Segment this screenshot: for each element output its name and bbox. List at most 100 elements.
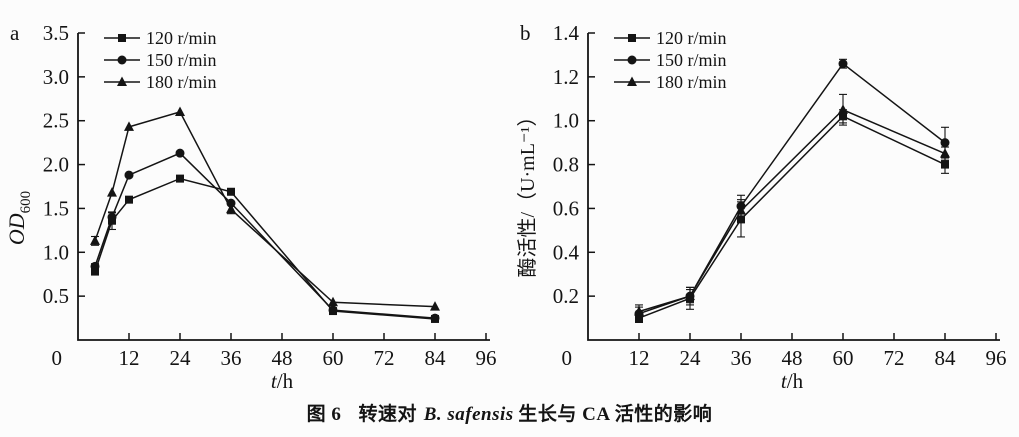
ticks — [78, 32, 487, 340]
series-150-r-min — [634, 58, 950, 321]
ticks — [588, 32, 997, 340]
marker-triangle — [107, 187, 117, 197]
marker-square — [118, 34, 126, 42]
series-120-r-min — [91, 174, 439, 323]
x-tick-label: 72 — [884, 346, 905, 370]
legend-item: 120 r/min — [614, 28, 727, 48]
y-tick-label: 0.8 — [553, 153, 579, 177]
axes — [77, 33, 490, 341]
marker-triangle — [940, 148, 950, 158]
legend-label: 150 r/min — [656, 50, 727, 70]
y-tick-label: 3.0 — [43, 65, 69, 89]
figure-caption: 图 6 转速对 B. safensis 生长与 CA 活性的影响 — [0, 399, 1019, 426]
y-tick-label: 0.5 — [43, 284, 69, 308]
x-tick-label: 72 — [374, 346, 395, 370]
marker-triangle — [328, 296, 338, 307]
x-tick-label: 36 — [731, 346, 752, 370]
x-tick-label: 84 — [935, 346, 957, 370]
axis-lines — [587, 33, 1000, 341]
marker-square — [941, 160, 949, 169]
marker-square — [176, 174, 184, 183]
legend-label: 180 r/min — [146, 72, 217, 92]
series-180-r-min — [90, 106, 440, 311]
marker-circle — [838, 59, 848, 69]
series-150-r-min — [90, 148, 440, 323]
marker-triangle — [838, 104, 848, 114]
caption-text-pre: 转速对 — [358, 404, 418, 425]
axes — [587, 33, 1000, 341]
series-180-r-min — [634, 93, 950, 319]
x-axis-label: t/h — [781, 369, 804, 393]
marker-triangle — [124, 121, 134, 131]
marker-triangle — [736, 205, 746, 215]
marker-triangle — [627, 76, 637, 86]
origin-tick-label: 0 — [562, 346, 573, 370]
y-tick-label: 0.4 — [553, 240, 580, 264]
legend-item: 120 r/min — [104, 28, 217, 48]
series-line — [94, 177, 436, 320]
legend-item: 180 r/min — [614, 72, 727, 92]
marker-triangle — [226, 203, 236, 214]
x-tick-label: 36 — [221, 346, 242, 370]
legend-label: 150 r/min — [146, 50, 217, 70]
series-120-r-min — [635, 109, 949, 324]
x-tick-label: 24 — [170, 346, 192, 370]
marker-circle — [117, 55, 127, 65]
y-tick-label: 1.5 — [43, 196, 69, 220]
legend-label: 180 r/min — [656, 72, 727, 92]
series-line — [638, 108, 946, 313]
legend-label: 120 r/min — [146, 28, 217, 48]
caption-species-name: B. safensis — [423, 404, 514, 425]
panel-letter: b — [520, 21, 531, 45]
panel-a-chart: 0 0.5 1.0 1.5 2.0 2.5 3.0 3.5 12 24 36 48 60 72 84 96 t/… — [4, 21, 497, 393]
y-tick-label: 1.4 — [553, 21, 580, 45]
marker-circle — [90, 261, 100, 271]
legend-item: 180 r/min — [104, 72, 217, 92]
tick-labels: 0 0.2 0.4 0.6 0.8 1.0 1.2 1.4 12 24 36 48 60 72 84 96 — [553, 21, 1007, 370]
x-tick-label: 84 — [425, 346, 447, 370]
legend-label: 120 r/min — [656, 28, 727, 48]
marker-circle — [175, 148, 185, 158]
legend-item: 150 r/min — [614, 50, 727, 70]
marker-square — [628, 34, 636, 42]
caption-text-post: 生长与 CA 活性的影响 — [518, 404, 713, 425]
marker-circle — [430, 313, 440, 323]
tick-labels: 0 0.5 1.0 1.5 2.0 2.5 3.0 3.5 12 24 36 48 60 72 84 96 — [43, 21, 497, 370]
marker-triangle — [117, 76, 127, 86]
y-axis-label: OD600 — [4, 191, 34, 245]
marker-triangle — [685, 290, 695, 301]
series-line — [638, 115, 946, 319]
series-line — [638, 62, 946, 315]
marker-circle — [107, 212, 117, 222]
y-tick-label: 1.0 — [553, 109, 579, 133]
x-tick-label: 12 — [119, 346, 140, 370]
axis-lines — [77, 33, 490, 341]
y-tick-label: 0.6 — [553, 196, 579, 220]
y-tick-label: 3.5 — [43, 21, 69, 45]
legend-item: 150 r/min — [104, 50, 217, 70]
x-tick-label: 60 — [833, 346, 854, 370]
marker-square — [125, 195, 133, 204]
series-line — [94, 152, 436, 319]
marker-triangle — [90, 235, 100, 245]
marker-square — [227, 187, 235, 196]
y-tick-label: 2.5 — [43, 109, 69, 133]
x-tick-label: 24 — [680, 346, 702, 370]
series-line — [94, 111, 436, 308]
marker-circle — [627, 55, 637, 65]
x-tick-label: 96 — [476, 346, 497, 370]
origin-tick-label: 0 — [52, 346, 63, 370]
caption-figure-number: 图 6 — [306, 404, 342, 425]
x-tick-label: 60 — [323, 346, 344, 370]
marker-square — [91, 267, 99, 276]
marker-triangle — [175, 106, 185, 116]
y-tick-label: 1.2 — [553, 65, 579, 89]
marker-triangle — [634, 305, 644, 316]
panel-letter: a — [10, 21, 20, 45]
x-tick-label: 48 — [782, 346, 803, 370]
marker-circle — [328, 305, 338, 315]
marker-circle — [940, 138, 950, 148]
y-tick-label: 0.2 — [553, 284, 579, 308]
panel-b-chart: 0 0.2 0.4 0.6 0.8 1.0 1.2 1.4 12 24 36 48 60 72 84 96 t/… — [516, 21, 1007, 393]
